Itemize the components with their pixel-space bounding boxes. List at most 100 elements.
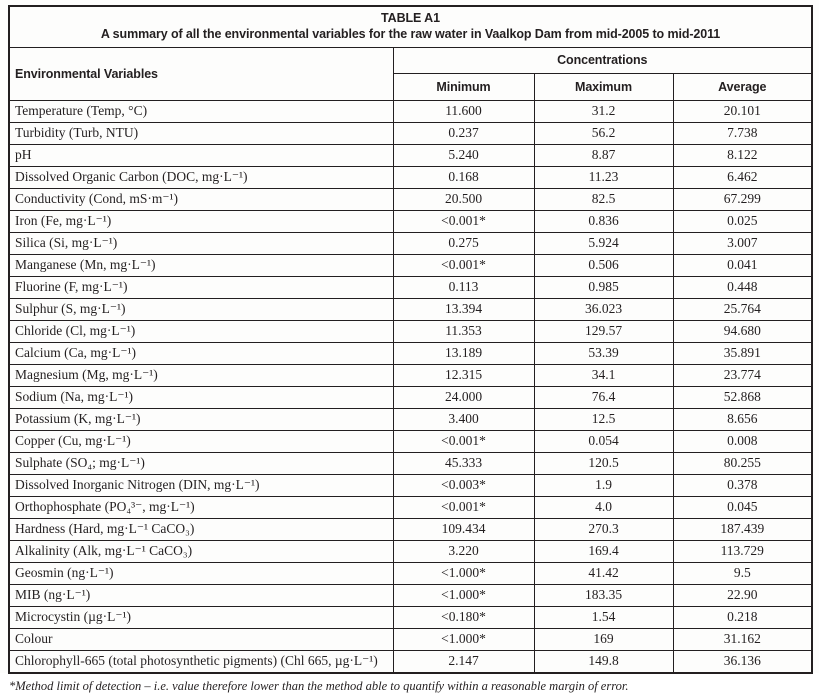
sub-header-row: Minimum Maximum Average [9,72,813,101]
cell-maximum: 270.3 [533,517,674,541]
cell-minimum: 5.240 [392,143,535,167]
cell-environmental-variable: Fluorine (F, mg·L⁻¹) [8,275,394,299]
cell-minimum: <0.001* [392,495,535,519]
cell-maximum: 0.836 [533,209,674,233]
table-row: Hardness (Hard, mg·L⁻¹ CaCO₃) 109.434 270.… [8,517,813,541]
cell-minimum: 0.168 [392,165,535,189]
table-row: Colour <1.000* 169 31.162 [8,627,813,651]
table-row: Conductivity (Cond, mS·m⁻¹) 20.500 82.5 67.… [8,187,813,211]
cell-maximum: 129.57 [533,319,674,343]
table-row: Temperature (Temp, °C) 11.600 31.2 20.101 [8,99,813,123]
cell-environmental-variable: Calcium (Ca, mg·L⁻¹) [8,341,394,365]
col-header-minimum: Minimum [392,72,535,101]
cell-minimum: 20.500 [392,187,535,211]
cell-environmental-variable: Chloride (Cl, mg·L⁻¹) [8,319,394,343]
cell-minimum: 109.434 [392,517,535,541]
cell-average: 35.891 [672,341,813,365]
cell-maximum: 183.35 [533,583,674,607]
cell-minimum: <0.001* [392,429,535,453]
cell-average: 0.008 [672,429,813,453]
cell-maximum: 41.42 [533,561,674,585]
cell-average: 67.299 [672,187,813,211]
cell-minimum: 11.600 [392,99,535,123]
table-row: Chloride (Cl, mg·L⁻¹) 11.353 129.57 94.680 [8,319,813,343]
table-row: Magnesium (Mg, mg·L⁻¹) 12.315 34.1 23.774 [8,363,813,387]
cell-minimum: 3.220 [392,539,535,563]
table-row: pH 5.240 8.87 8.122 [8,143,813,167]
cell-minimum: 13.394 [392,297,535,321]
cell-maximum: 82.5 [533,187,674,211]
table-row: Fluorine (F, mg·L⁻¹) 0.113 0.985 0.448 [8,275,813,299]
cell-average: 3.007 [672,231,813,255]
cell-environmental-variable: Orthophosphate (PO₄³⁻, mg·L⁻¹) [8,495,394,519]
col-header-average: Average [672,72,813,101]
cell-environmental-variable: Geosmin (ng·L⁻¹) [8,561,394,585]
cell-environmental-variable: Turbidity (Turb, NTU) [8,121,394,145]
cell-environmental-variable: Sulphur (S, mg·L⁻¹) [8,297,394,321]
cell-maximum: 36.023 [533,297,674,321]
table-row: Calcium (Ca, mg·L⁻¹) 13.189 53.39 35.891 [8,341,813,365]
cell-environmental-variable: Alkalinity (Alk, mg·L⁻¹ CaCO₃) [8,539,394,563]
cell-average: 36.136 [672,649,813,673]
cell-minimum: <1.000* [392,561,535,585]
cell-average: 23.774 [672,363,813,387]
cell-average: 0.025 [672,209,813,233]
cell-minimum: <0.001* [392,209,535,233]
cell-environmental-variable: Dissolved Inorganic Nitrogen (DIN, mg·L⁻… [8,473,394,497]
table-row: Orthophosphate (PO₄³⁻, mg·L⁻¹) <0.001* 4.0… [8,495,813,519]
cell-average: 31.162 [672,627,813,651]
table-subtitle: A summary of all the environmental varia… [100,27,721,42]
cell-environmental-variable: Magnesium (Mg, mg·L⁻¹) [8,363,394,387]
cell-environmental-variable: Conductivity (Cond, mS·m⁻¹) [8,187,394,211]
table-row: Manganese (Mn, mg·L⁻¹) <0.001* 0.506 0.041 [8,253,813,277]
table-row: Geosmin (ng·L⁻¹) <1.000* 41.42 9.5 [8,561,813,585]
cell-minimum: 0.113 [392,275,535,299]
cell-maximum: 1.9 [533,473,674,497]
table-row: Microcystin (µg·L⁻¹) <0.180* 1.54 0.218 [8,605,813,629]
cell-environmental-variable: MIB (ng·L⁻¹) [8,583,394,607]
cell-minimum: 12.315 [392,363,535,387]
cell-minimum: 45.333 [392,451,535,475]
cell-maximum: 56.2 [533,121,674,145]
cell-minimum: <0.180* [392,605,535,629]
cell-environmental-variable: pH [8,143,394,167]
table-row: Alkalinity (Alk, mg·L⁻¹ CaCO₃) 3.220 169.4… [8,539,813,563]
cell-maximum: 169.4 [533,539,674,563]
cell-maximum: 34.1 [533,363,674,387]
cell-maximum: 12.5 [533,407,674,431]
cell-environmental-variable: Manganese (Mn, mg·L⁻¹) [8,253,394,277]
table-row: Iron (Fe, mg·L⁻¹) <0.001* 0.836 0.025 [8,209,813,233]
cell-minimum: 3.400 [392,407,535,431]
col-header-maximum: Maximum [533,72,674,101]
cell-maximum: 0.985 [533,275,674,299]
cell-minimum: 2.147 [392,649,535,673]
cell-maximum: 8.87 [533,143,674,167]
cell-maximum: 31.2 [533,99,674,123]
cell-average: 6.462 [672,165,813,189]
cell-minimum: 13.189 [392,341,535,365]
cell-maximum: 11.23 [533,165,674,189]
cell-average: 7.738 [672,121,813,145]
cell-average: 8.122 [672,143,813,167]
table-row: Dissolved Inorganic Nitrogen (DIN, mg·L⁻… [8,473,813,497]
cell-environmental-variable: Chlorophyll-665 (total photosynthetic pi… [8,649,394,673]
cell-environmental-variable: Sulphate (SO₄; mg·L⁻¹) [8,451,394,475]
cell-environmental-variable: Sodium (Na, mg·L⁻¹) [8,385,394,409]
cell-average: 52.868 [672,385,813,409]
cell-environmental-variable: Iron (Fe, mg·L⁻¹) [8,209,394,233]
cell-maximum: 120.5 [533,451,674,475]
footnote: *Method limit of detection – i.e. value … [9,678,629,693]
cell-environmental-variable: Dissolved Organic Carbon (DOC, mg·L⁻¹) [8,165,394,189]
table-body: Temperature (Temp, °C) 11.600 31.2 20.101 Tu… [8,99,813,673]
table-row: Copper (Cu, mg·L⁻¹) <0.001* 0.054 0.008 [8,429,813,453]
cell-average: 113.729 [672,539,813,563]
table-row: Chlorophyll-665 (total photosynthetic pi… [8,649,813,673]
table-row: MIB (ng·L⁻¹) <1.000* 183.35 22.90 [8,583,813,607]
cell-average: 0.045 [672,495,813,519]
table-header: TABLE A1 A summary of all the environmen… [8,5,813,101]
cell-minimum: <0.003* [392,473,535,497]
cell-average: 8.656 [672,407,813,431]
cell-minimum: 24.000 [392,385,535,409]
table-row: Sulphate (SO₄; mg·L⁻¹) 45.333 120.5 80.255 [8,451,813,475]
cell-environmental-variable: Temperature (Temp, °C) [8,99,394,123]
